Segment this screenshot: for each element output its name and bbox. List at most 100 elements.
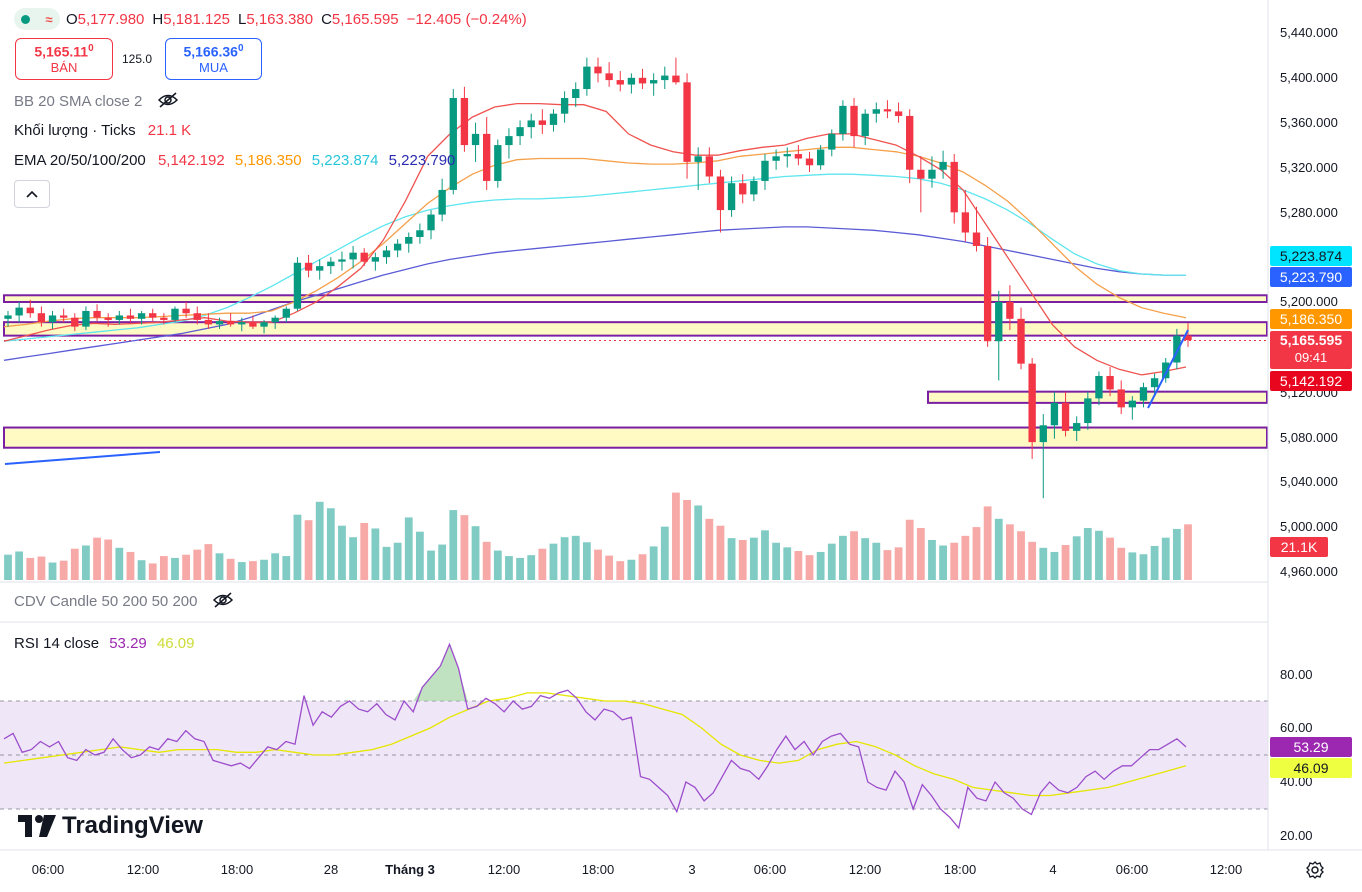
- candle-body: [995, 302, 1003, 342]
- volume-bar: [282, 556, 291, 580]
- volume-legend-value: 21.1 K: [147, 122, 192, 139]
- volume-bar: [393, 542, 402, 580]
- rsi-label: RSI 14 close: [14, 635, 100, 652]
- candle-body: [1117, 389, 1125, 408]
- low-label: L: [237, 10, 247, 28]
- volume-bar: [37, 556, 46, 580]
- candle-body: [1162, 362, 1170, 379]
- ema100-value: 5,223.874: [311, 152, 379, 169]
- volume-bar: [749, 537, 758, 580]
- volume-bar: [905, 519, 914, 580]
- candle-body: [928, 169, 936, 179]
- candle-body: [115, 315, 123, 320]
- candle-body: [683, 82, 691, 162]
- volume-price-tag: 21.1K: [1270, 537, 1328, 557]
- volume-bar: [660, 526, 669, 580]
- volume-bar: [204, 544, 213, 580]
- eye-hidden-icon[interactable]: [212, 592, 234, 612]
- volume-bar: [226, 558, 235, 580]
- volume-bar: [1017, 531, 1025, 580]
- candle-body: [672, 75, 680, 83]
- buy-button[interactable]: 5,166.360 MUA: [165, 38, 262, 80]
- candle-body: [750, 180, 758, 195]
- candle-body: [204, 319, 213, 325]
- candle-body: [883, 109, 892, 112]
- volume-histogram: [4, 492, 1192, 580]
- candle-body: [1184, 335, 1192, 341]
- volume-bar: [15, 551, 24, 580]
- eye-hidden-icon[interactable]: [157, 92, 179, 112]
- ema200-value: 5,223.790: [388, 152, 456, 169]
- price-tick: 5,280.000: [1280, 205, 1338, 220]
- support-resistance-zone: [3, 294, 1268, 303]
- candle-body: [538, 120, 547, 125]
- spread-value: 125.0: [122, 52, 153, 66]
- candle-body: [1173, 335, 1181, 363]
- volume-bar: [950, 542, 959, 580]
- volume-bar: [649, 546, 658, 580]
- candle-body: [727, 183, 736, 211]
- tradingview-logo-icon: [18, 815, 56, 837]
- tradingview-logo[interactable]: TradingView: [18, 812, 203, 840]
- volume-bar: [683, 499, 691, 580]
- price-tick: 5,320.000: [1280, 160, 1338, 175]
- rsi-tick: 20.00: [1280, 828, 1313, 843]
- bb-legend[interactable]: BB 20 SMA close 2: [14, 92, 179, 112]
- ema-label: EMA 20/50/100/200: [14, 152, 146, 169]
- volume-bar: [193, 549, 202, 580]
- candle-body: [93, 310, 101, 318]
- volume-bar: [727, 538, 736, 580]
- collapse-legend-button[interactable]: [14, 180, 50, 208]
- rsi-legend[interactable]: RSI 14 close 53.29 46.09: [14, 635, 194, 652]
- volume-legend[interactable]: Khối lượng · Ticks 21.1 K: [14, 122, 191, 139]
- price-tick: 4,960.000: [1280, 564, 1338, 579]
- volume-bar: [1184, 524, 1192, 580]
- volume-bar: [672, 492, 680, 580]
- candle-body: [293, 262, 302, 309]
- bar-countdown: 09:41: [1294, 350, 1328, 365]
- candle-body: [37, 313, 46, 323]
- candle-body: [104, 317, 112, 320]
- volume-label: Khối lượng · Ticks: [14, 122, 136, 139]
- volume-bar: [527, 555, 536, 580]
- last-price-tag: 5,165.595 09:41: [1270, 331, 1352, 369]
- candle-body: [705, 156, 713, 177]
- cdv-label: CDV Candle 50 200 50 200: [14, 592, 198, 610]
- price-tick: 5,400.000: [1280, 70, 1338, 85]
- sell-button[interactable]: 5,165.110 BÁN: [15, 38, 113, 80]
- ema20-line: [3, 102, 1187, 376]
- candle-body: [137, 313, 146, 319]
- candle-body: [271, 317, 279, 323]
- candle-body: [516, 127, 524, 137]
- cdv-legend[interactable]: CDV Candle 50 200 50 200: [14, 592, 234, 612]
- rsi-pane: [0, 642, 1268, 830]
- time-tick: 12:00: [487, 862, 521, 877]
- candle-body: [816, 149, 825, 166]
- candle-body: [1050, 402, 1059, 426]
- candle-body: [382, 250, 391, 258]
- ema100-line: [3, 173, 1186, 342]
- volume-bar: [616, 561, 625, 580]
- market-status-toggle[interactable]: ≈: [14, 8, 60, 30]
- time-tick: 06:00: [753, 862, 787, 877]
- volume-bar: [538, 548, 547, 580]
- volume-bar: [249, 561, 257, 580]
- price-tick: 5,360.000: [1280, 115, 1338, 130]
- volume-bar: [939, 545, 947, 580]
- candle-body: [739, 183, 747, 195]
- price-tick: 5,200.000: [1280, 294, 1338, 309]
- chart-settings-gear-icon[interactable]: [1305, 860, 1325, 885]
- candle-body: [605, 73, 613, 81]
- support-resistance-zone: [3, 321, 1268, 337]
- buy-price-sup: 0: [237, 43, 244, 54]
- volume-bar: [338, 525, 346, 580]
- volume-bar: [82, 545, 90, 580]
- time-tick: 4: [1049, 862, 1057, 877]
- ema-legend[interactable]: EMA 20/50/100/200 5,142.192 5,186.350 5,…: [14, 152, 455, 169]
- candle-body: [716, 176, 725, 211]
- candle-body: [405, 236, 413, 244]
- volume-bar: [260, 559, 268, 580]
- rsi-ma-legend-value: 46.09: [156, 635, 195, 652]
- rsi-tick: 60.00: [1280, 720, 1313, 735]
